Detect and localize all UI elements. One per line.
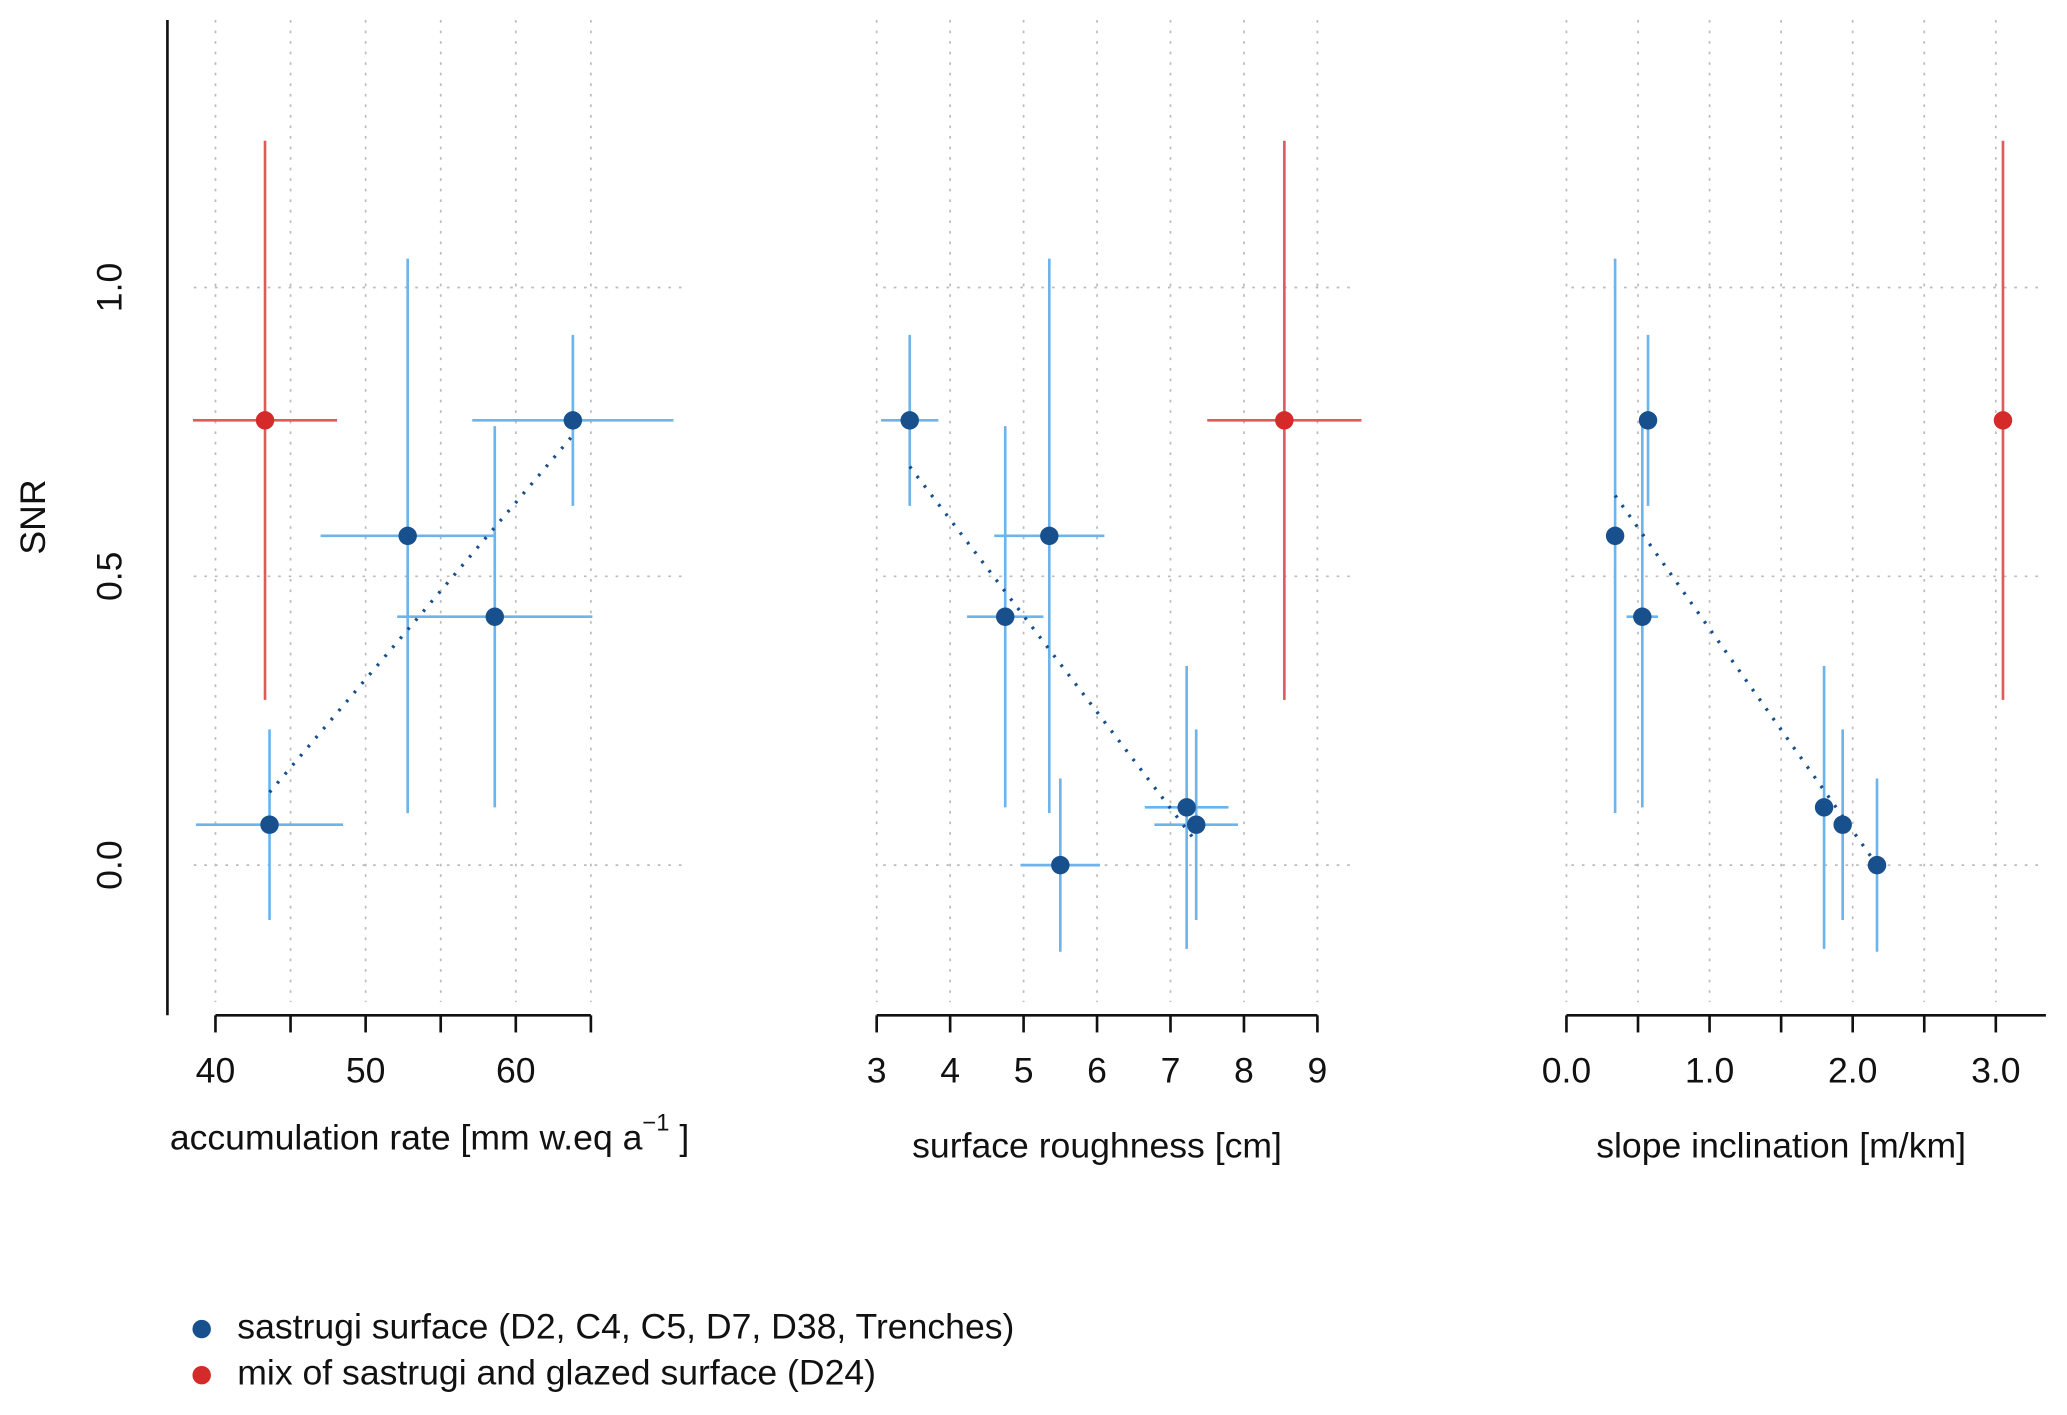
data-point [485, 607, 505, 626]
x-axis-label: slope inclination [m/km] [1596, 1126, 1966, 1166]
data-point [260, 815, 279, 834]
x-tick-label: 6 [1087, 1051, 1107, 1091]
x-tick-label: 9 [1308, 1051, 1328, 1091]
x-axis-label: surface roughness [cm] [912, 1126, 1282, 1166]
x-axis-label: accumulation rate [mm w.eq a−1 ] [170, 1111, 689, 1158]
data-point [1186, 815, 1206, 834]
y-tick-label: 0.0 [89, 840, 129, 889]
x-tick-label: 5 [1014, 1051, 1034, 1091]
trend-line [1613, 494, 1879, 867]
x-tick-label: 2.0 [1828, 1051, 1877, 1091]
x-tick-label: 8 [1234, 1051, 1254, 1091]
x-label-end: ] [669, 1118, 689, 1158]
data-point [398, 526, 417, 546]
legend-label: mix of sastrugi and glazed surface (D24) [237, 1353, 876, 1393]
x-tick-label: 3 [867, 1051, 887, 1091]
x-label-text: surface roughness [cm] [912, 1126, 1282, 1166]
x-tick-label: 3.0 [1971, 1051, 2020, 1091]
data-point [255, 411, 275, 430]
legend-label: sastrugi surface (D2, C4, C5, D7, D38, T… [237, 1306, 1014, 1346]
y-tick-label: 0.5 [89, 552, 129, 601]
x-label-text: slope inclination [m/km] [1596, 1126, 1966, 1166]
x-tick-label: 50 [346, 1051, 386, 1091]
x-tick-label: 4 [940, 1051, 960, 1091]
legend-marker [192, 1319, 211, 1339]
data-point [1867, 855, 1887, 875]
x-tick-label: 7 [1161, 1051, 1181, 1091]
data-point [1814, 798, 1834, 817]
data-point [1833, 815, 1852, 834]
data-point [1177, 798, 1196, 817]
trend-line [908, 465, 1198, 844]
y-tick-label: 1.0 [89, 263, 129, 312]
data-point [563, 411, 583, 430]
data-point [1993, 411, 2013, 430]
x-label-sup: −1 [642, 1111, 669, 1137]
legend-marker [192, 1365, 211, 1385]
data-point [1605, 526, 1625, 546]
x-tick-label: 0.0 [1542, 1051, 1591, 1091]
data-point [1051, 855, 1070, 875]
data-point [996, 607, 1015, 626]
data-point [1040, 526, 1059, 546]
x-tick-label: 1.0 [1685, 1051, 1734, 1091]
y-axis-label: SNR [13, 479, 53, 554]
x-tick-label: 40 [196, 1051, 236, 1091]
data-point [1638, 411, 1658, 430]
x-tick-label: 60 [496, 1051, 536, 1091]
data-point [1275, 411, 1294, 430]
trend-line [268, 434, 575, 794]
x-label-text: accumulation rate [mm w.eq a [170, 1118, 643, 1158]
data-point [1633, 607, 1652, 626]
data-point [900, 411, 919, 430]
